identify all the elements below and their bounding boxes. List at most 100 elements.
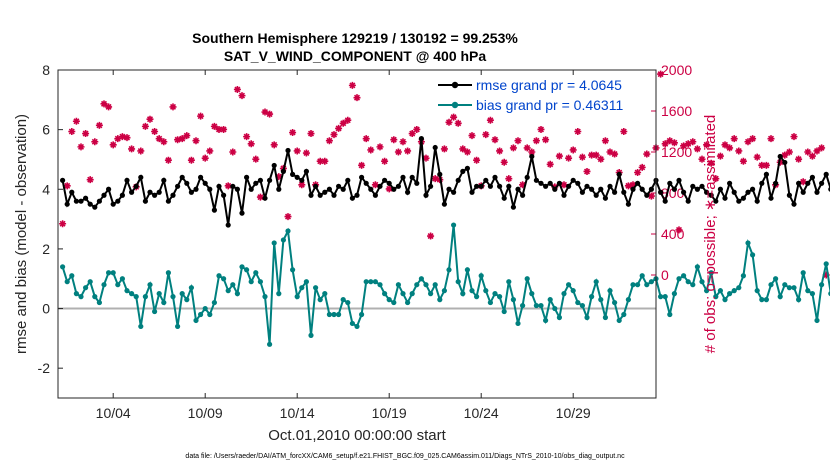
rmse-point: [644, 192, 650, 198]
obs-count-point: [735, 147, 743, 155]
rmse-point: [759, 180, 765, 186]
obs-count-point: [118, 133, 126, 141]
obs-count-marker: [353, 94, 361, 102]
rmse-point: [161, 177, 167, 183]
obs-count-marker: [491, 136, 499, 144]
bias-point: [547, 297, 553, 303]
bias-point: [501, 308, 507, 315]
x-tick-label: 10/29: [556, 405, 591, 421]
obs-count-marker: [744, 138, 752, 146]
obs-count-marker: [790, 133, 798, 141]
obs-count-point: [657, 70, 665, 78]
bias-point: [607, 288, 613, 294]
obs-count-marker: [321, 157, 329, 165]
rmse-point: [819, 180, 825, 186]
obs-count-point: [252, 155, 260, 163]
obs-count-point: [565, 154, 573, 162]
rmse-point: [211, 207, 217, 213]
obs-count-marker: [59, 220, 67, 228]
rmse-series: [60, 135, 830, 228]
bias-point: [432, 282, 438, 288]
obs-count-series: [59, 70, 830, 279]
obs-count-point: [256, 193, 264, 201]
obs-count-point: [187, 156, 195, 164]
rmse-point: [308, 192, 314, 198]
obs-count-marker: [302, 149, 310, 157]
rmse-point: [566, 183, 572, 189]
obs-count-marker: [381, 157, 389, 165]
bias-point: [244, 267, 250, 273]
rmse-point: [432, 144, 438, 151]
rmse-point: [336, 183, 342, 189]
obs-count-point: [491, 136, 499, 144]
bias-point: [635, 282, 641, 288]
bias-point: [492, 291, 498, 297]
bias-point: [722, 297, 728, 303]
obs-count-point: [634, 169, 642, 176]
obs-count-marker: [422, 154, 430, 162]
obs-count-point: [611, 150, 619, 158]
obs-count-point: [224, 182, 232, 190]
obs-count-marker: [454, 119, 462, 127]
obs-count-marker: [505, 175, 513, 183]
bias-point: [262, 294, 268, 300]
bias-point: [819, 282, 825, 288]
y-right-tick-label: 1600: [661, 103, 692, 119]
bias-point: [561, 291, 567, 297]
obs-count-point: [123, 134, 131, 142]
bias-point: [745, 240, 751, 246]
rmse-point: [234, 186, 240, 192]
obs-count-point: [739, 157, 747, 165]
obs-count-point: [693, 145, 701, 153]
obs-count-point: [822, 271, 830, 279]
obs-count-point: [555, 152, 563, 160]
rmse-point: [331, 192, 337, 198]
obs-count-marker: [243, 133, 251, 141]
obs-count-marker: [91, 138, 99, 146]
bias-point: [92, 294, 98, 300]
obs-count-point: [192, 137, 200, 145]
obs-count-marker: [394, 148, 402, 156]
obs-count-marker: [266, 110, 274, 118]
rmse-point: [648, 186, 655, 192]
obs-count-marker: [284, 213, 292, 221]
obs-count-marker: [804, 148, 812, 156]
rmse-point: [294, 174, 300, 180]
rmse-point: [267, 177, 273, 183]
obs-count-marker: [192, 137, 200, 145]
obs-count-point: [675, 226, 683, 234]
bias-series: [60, 222, 830, 347]
rmse-point: [676, 177, 682, 183]
obs-count-marker: [256, 193, 264, 201]
obs-count-point: [431, 175, 439, 183]
rmse-point: [621, 189, 627, 195]
x-tick-label: 10/19: [372, 405, 407, 421]
bias-point: [175, 323, 181, 330]
obs-count-point: [266, 110, 274, 118]
obs-count-marker: [233, 85, 241, 93]
obs-count-marker: [739, 157, 747, 165]
rmse-point: [658, 189, 664, 195]
bias-point: [317, 297, 323, 303]
obs-count-marker: [427, 232, 435, 240]
obs-count-point: [141, 122, 149, 130]
rmse-point: [451, 189, 457, 195]
obs-count-point: [588, 151, 596, 159]
rmse-point: [607, 183, 613, 189]
obs-count-point: [482, 131, 490, 139]
obs-count-marker: [155, 135, 163, 143]
rmse-point: [349, 195, 355, 201]
bias-point: [708, 270, 714, 276]
y-right-tick-label: 2000: [661, 62, 692, 78]
obs-count-point: [371, 181, 379, 189]
bias-point: [754, 288, 760, 294]
bias-point: [428, 291, 434, 297]
obs-count-point: [307, 130, 315, 138]
obs-count-point: [758, 161, 766, 169]
obs-count-marker: [114, 135, 122, 143]
obs-count-marker: [574, 128, 582, 135]
bias-point: [294, 294, 300, 300]
rmse-point: [115, 198, 121, 204]
rmse-point: [124, 177, 130, 183]
obs-count-point: [762, 161, 770, 169]
